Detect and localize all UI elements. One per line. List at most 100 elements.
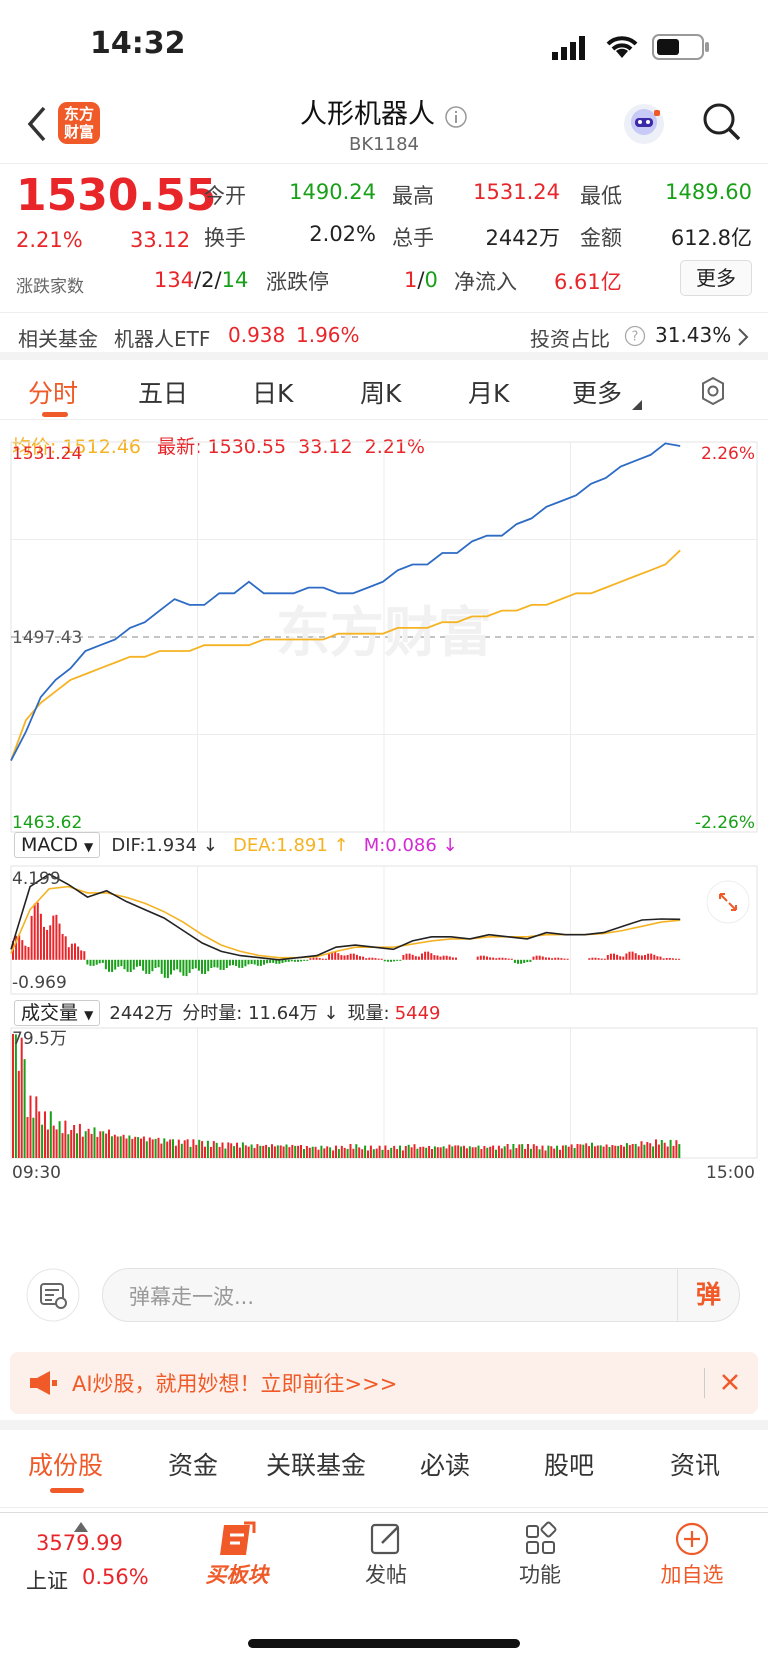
- stat-label: 最高: [392, 184, 434, 208]
- fund-price: 0.938: [228, 323, 286, 347]
- megaphone-icon: [28, 1370, 58, 1400]
- intraday-chart[interactable]: 东方财富1531.241497.431463.622.26%-2.26%4.19…: [0, 420, 768, 1250]
- svg-text:?: ?: [632, 330, 639, 345]
- macd-bottom-label: -0.969: [12, 973, 67, 993]
- danmu-settings-icon[interactable]: [26, 1268, 80, 1326]
- subtab-constituents[interactable]: 成份股: [28, 1451, 104, 1480]
- chevron-right-icon: [736, 327, 750, 351]
- add-watchlist-button[interactable]: 加自选: [652, 1519, 732, 1589]
- page-title: 人形机器人: [299, 99, 435, 130]
- subtab-news[interactable]: 资讯: [670, 1451, 721, 1480]
- up-arrow-icon: [74, 1517, 88, 1536]
- breadth-label: 涨跌家数: [16, 277, 84, 297]
- volume-header: 成交量 ▼ 2442万 分时量: 11.64万 ↓ 现量: 5449: [14, 998, 441, 1026]
- stat-label: 最低: [580, 184, 622, 208]
- fund-name[interactable]: 机器人ETF: [114, 327, 211, 351]
- tab-intraday[interactable]: 分时: [28, 379, 79, 408]
- limit-label: 涨跌停: [266, 270, 329, 294]
- y-top-label: 1531.24: [12, 444, 82, 464]
- netflow-label: 净流入: [454, 270, 517, 294]
- danmu-placeholder: 弹幕走一波...: [129, 1285, 255, 1309]
- danmu-send-button[interactable]: 弹: [677, 1269, 739, 1321]
- related-fund-row[interactable]: 相关基金 机器人ETF 0.938 1.96% 投资占比 ? 31.43%: [0, 312, 768, 360]
- ai-assistant-icon[interactable]: [622, 102, 666, 150]
- wifi-icon: [604, 34, 640, 64]
- dif-line: [10, 873, 681, 961]
- settings-gear-icon[interactable]: [698, 376, 728, 410]
- banner-text: AI炒股，就用妙想！立即前往>>>: [72, 1372, 398, 1396]
- buy-sector-button[interactable]: 买板块: [198, 1519, 276, 1589]
- pct-top-label: 2.26%: [701, 444, 755, 464]
- subtab-related-funds[interactable]: 关联基金: [266, 1451, 367, 1480]
- sector-code: BK1184: [349, 134, 419, 155]
- fund-label: 相关基金: [18, 327, 98, 351]
- more-button[interactable]: 更多: [680, 260, 752, 296]
- y-mid-label: 1497.43: [12, 628, 82, 648]
- chart-area[interactable]: 均价: 1512.46 最新: 1530.55 33.12 2.21% 东方财富…: [0, 420, 768, 1250]
- expand-icon[interactable]: [706, 880, 750, 928]
- info-icon[interactable]: [444, 105, 468, 133]
- edit-icon: [350, 1519, 422, 1559]
- tab-weekly-k[interactable]: 周K: [360, 379, 402, 408]
- nav-bar: 东方财富 人形机器人 BK1184: [0, 86, 768, 164]
- subtab-funds-flow[interactable]: 资金: [168, 1451, 219, 1480]
- battery-icon: [652, 34, 710, 64]
- dropdown-triangle-icon: [632, 395, 642, 414]
- index-value[interactable]: 3579.99: [36, 1531, 123, 1555]
- grid-icon: [504, 1519, 576, 1559]
- signal-icon: [552, 36, 592, 64]
- status-bar: 14:32: [0, 22, 768, 70]
- promo-banner[interactable]: AI炒股，就用妙想！立即前往>>>: [10, 1352, 758, 1414]
- buy-sector-icon: [198, 1519, 276, 1559]
- search-icon[interactable]: [700, 100, 744, 148]
- status-time: 14:32: [90, 26, 186, 61]
- post-button[interactable]: 发帖: [350, 1519, 422, 1589]
- ratio-label: 投资占比: [530, 327, 610, 351]
- sub-tabs: 成份股 资金 关联基金 必读 股吧 资讯: [0, 1420, 768, 1508]
- tab-more[interactable]: 更多: [572, 379, 623, 408]
- back-icon[interactable]: [24, 104, 48, 148]
- chart-tabs: 分时 五日 日K 周K 月K 更多: [0, 362, 768, 420]
- close-icon[interactable]: [720, 1372, 740, 1396]
- plus-circle-icon: [652, 1519, 732, 1559]
- ratio-value: 31.43%: [655, 323, 732, 347]
- danmu-input[interactable]: 弹幕走一波... 弹: [102, 1268, 740, 1322]
- functions-button[interactable]: 功能: [504, 1519, 576, 1589]
- change-pct: 2.21%: [16, 228, 83, 252]
- stat-value: 1531.24: [473, 180, 560, 204]
- change-value: 33.12: [130, 228, 191, 252]
- stat-value: 612.8亿: [670, 226, 752, 250]
- macd-selector[interactable]: MACD ▼: [14, 832, 101, 858]
- brand-logo: 东方财富: [58, 102, 100, 144]
- avg-price-line: [10, 549, 681, 761]
- x-end-label: 15:00: [706, 1163, 755, 1183]
- volume-selector[interactable]: 成交量 ▼: [14, 1000, 101, 1026]
- bottom-bar: 3579.99 上证 0.56% 买板块 发帖 功能 加自选: [0, 1512, 768, 1662]
- volume-max-label: 79.5万: [12, 1029, 67, 1049]
- dea-line: [10, 885, 681, 959]
- breadth-values: 134/2/14: [154, 268, 249, 292]
- price-line: [10, 442, 681, 762]
- tab-five-day[interactable]: 五日: [138, 379, 189, 408]
- stat-label: 金额: [580, 226, 622, 250]
- current-price: 1530.55: [16, 170, 217, 221]
- stat-value: 2442万: [485, 226, 560, 250]
- limit-values: 1/0: [404, 268, 438, 292]
- tab-monthly-k[interactable]: 月K: [468, 379, 510, 408]
- macd-header: MACD ▼ DIF:1.934 ↓ DEA:1.891 ↑ M:0.086 ↓: [14, 832, 458, 858]
- tab-daily-k[interactable]: 日K: [252, 379, 294, 408]
- stat-value: 1489.60: [665, 180, 752, 204]
- subtab-must-read[interactable]: 必读: [420, 1451, 471, 1480]
- netflow-value: 6.61亿: [554, 270, 622, 294]
- stat-label: 今开: [204, 184, 246, 208]
- help-icon[interactable]: ?: [624, 325, 646, 351]
- index-name: 上证: [26, 1569, 68, 1593]
- stat-label: 换手: [204, 226, 246, 250]
- active-subtab-underline: [50, 1488, 84, 1493]
- pct-bottom-label: -2.26%: [695, 813, 755, 833]
- stat-value: 2.02%: [309, 222, 376, 246]
- y-bottom-label: 1463.62: [12, 813, 82, 833]
- index-pct: 0.56%: [82, 1565, 149, 1589]
- home-indicator: [248, 1639, 520, 1648]
- subtab-forum[interactable]: 股吧: [544, 1451, 595, 1480]
